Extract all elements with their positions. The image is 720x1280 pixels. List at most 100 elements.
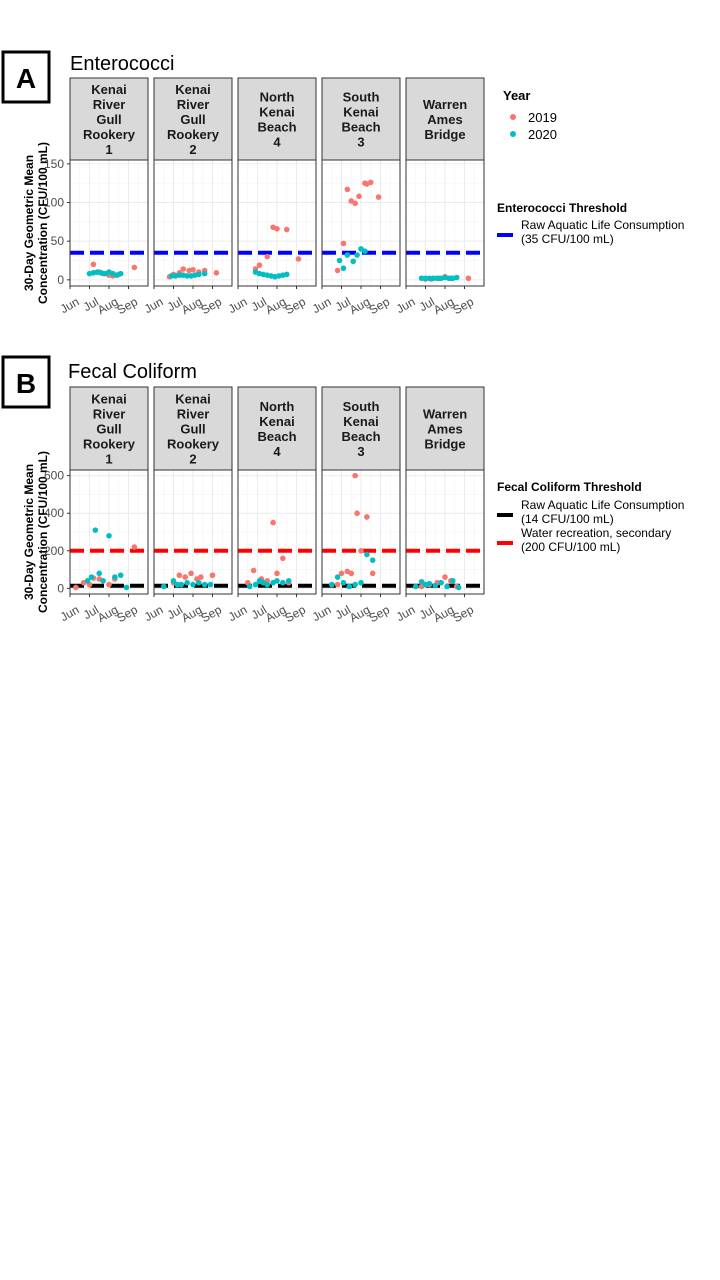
y-axis-label: 30-Day Geometric MeanConcentration (CFU/… [22, 451, 50, 613]
data-point-2020 [100, 578, 106, 584]
data-point-2020 [184, 579, 190, 586]
data-point-2019 [295, 256, 302, 262]
data-point-2020 [344, 252, 351, 258]
data-point-2019 [334, 267, 341, 274]
data-point-2019 [90, 261, 97, 268]
facet-strip [69, 77, 149, 161]
facet-strip-label: 2 [189, 142, 196, 157]
data-point-2020 [358, 579, 364, 586]
x-tick-label: Sep [283, 294, 309, 317]
data-point-2019 [340, 240, 347, 247]
facet-strip-label: Kenai [343, 105, 378, 120]
facet-strip-label: 3 [357, 444, 364, 459]
facet-strip-label: Kenai [91, 82, 126, 97]
data-point-2020 [438, 579, 444, 586]
year-legend-label: 2019 [528, 110, 557, 125]
facet-strip-label: River [93, 407, 126, 422]
data-point-2020 [246, 583, 253, 590]
panel-badge-box [1, 50, 51, 104]
facet-strip-label: Kenai [259, 414, 294, 429]
year-legend-key-2019 [510, 114, 516, 120]
data-point-2019 [356, 193, 362, 200]
data-point-2019 [354, 510, 360, 517]
facet-strip-label: River [177, 407, 210, 422]
data-point-2020 [426, 580, 433, 587]
data-point-2020 [340, 265, 347, 272]
data-point-2020 [96, 570, 103, 577]
data-point-2019 [131, 544, 138, 550]
facet-strip-label: Beach [341, 120, 380, 135]
data-point-2019 [250, 567, 257, 574]
chart-b: B Fecal Coliform 30-Day Geometric MeanConc… [1, 355, 684, 625]
x-tick-label: Jul [165, 294, 185, 314]
data-point-2020 [117, 572, 124, 579]
data-point-2020 [340, 579, 347, 586]
data-point-2020 [352, 581, 358, 588]
threshold-legend-sublabel: (14 CFU/100 mL) [521, 512, 614, 526]
data-point-2019 [213, 270, 220, 276]
facet-strip-label: North [260, 399, 295, 414]
x-tick-label: Jul [417, 294, 437, 314]
data-point-2020 [280, 579, 286, 586]
facet-strip [153, 386, 233, 471]
facet-strip-label: Gull [96, 422, 121, 437]
facet-strip-label: Kenai [91, 392, 126, 407]
facet-strip-label: Kenai [343, 414, 378, 429]
data-point-2019 [367, 179, 374, 186]
data-point-2019 [348, 570, 355, 577]
x-tick-label: Jun [226, 294, 250, 316]
data-point-2020 [354, 252, 360, 258]
facet-strip-label: Rookery [167, 437, 220, 452]
data-point-2020 [201, 581, 208, 588]
panel-badge-label: A [16, 63, 36, 94]
x-tick-label: Sep [367, 602, 393, 625]
chart-title: Enterococci [70, 53, 175, 75]
x-tick-label: Sep [451, 294, 477, 317]
data-point-2020 [196, 579, 202, 586]
data-point-2019 [369, 570, 376, 577]
x-tick-label: Jun [58, 294, 82, 316]
facet-strip-label: Gull [180, 422, 205, 437]
x-tick-label: Jul [417, 602, 437, 622]
facet-strip-label: South [343, 399, 380, 414]
data-point-2019 [190, 266, 196, 273]
data-point-2019 [131, 264, 138, 271]
x-tick-label: Jun [310, 294, 334, 316]
data-point-2019 [176, 572, 183, 579]
year-legend-title: Year [503, 88, 530, 103]
data-point-2020 [334, 574, 341, 580]
x-tick-label: Sep [451, 602, 477, 625]
data-point-2020 [422, 275, 429, 282]
data-point-2019 [465, 275, 472, 282]
facet-strip-label: Bridge [424, 127, 465, 142]
data-point-2020 [196, 271, 202, 278]
data-point-2019 [270, 519, 276, 526]
y-tick-label: 400 [44, 506, 64, 520]
data-point-2019 [338, 570, 345, 577]
data-point-2020 [88, 574, 95, 580]
threshold-legend: Enterococci Threshold Raw Aquatic Life Co… [497, 201, 684, 246]
y-tick-label: 0 [57, 273, 64, 287]
facet-strip-label: Bridge [424, 437, 465, 452]
threshold-legend-title: Enterococci Threshold [497, 201, 627, 215]
facet-strip [153, 77, 233, 161]
year-legend-key-2020 [510, 131, 516, 137]
data-point-2020 [434, 275, 441, 282]
data-point-2020 [328, 581, 335, 588]
data-point-2020 [444, 583, 450, 590]
data-point-2019 [274, 570, 280, 577]
chart-title: Fecal Coliform [68, 361, 197, 383]
facet-strip-label: Ames [427, 112, 462, 127]
facet-strip-label: River [177, 97, 210, 112]
facet-strip-label: 1 [105, 452, 112, 467]
data-point-2020 [450, 578, 456, 584]
facet-strip-label: Rookery [83, 437, 136, 452]
threshold-legend-label: Raw Aquatic Life Consumption [521, 498, 684, 512]
facet-strip-label: 2 [189, 452, 196, 467]
